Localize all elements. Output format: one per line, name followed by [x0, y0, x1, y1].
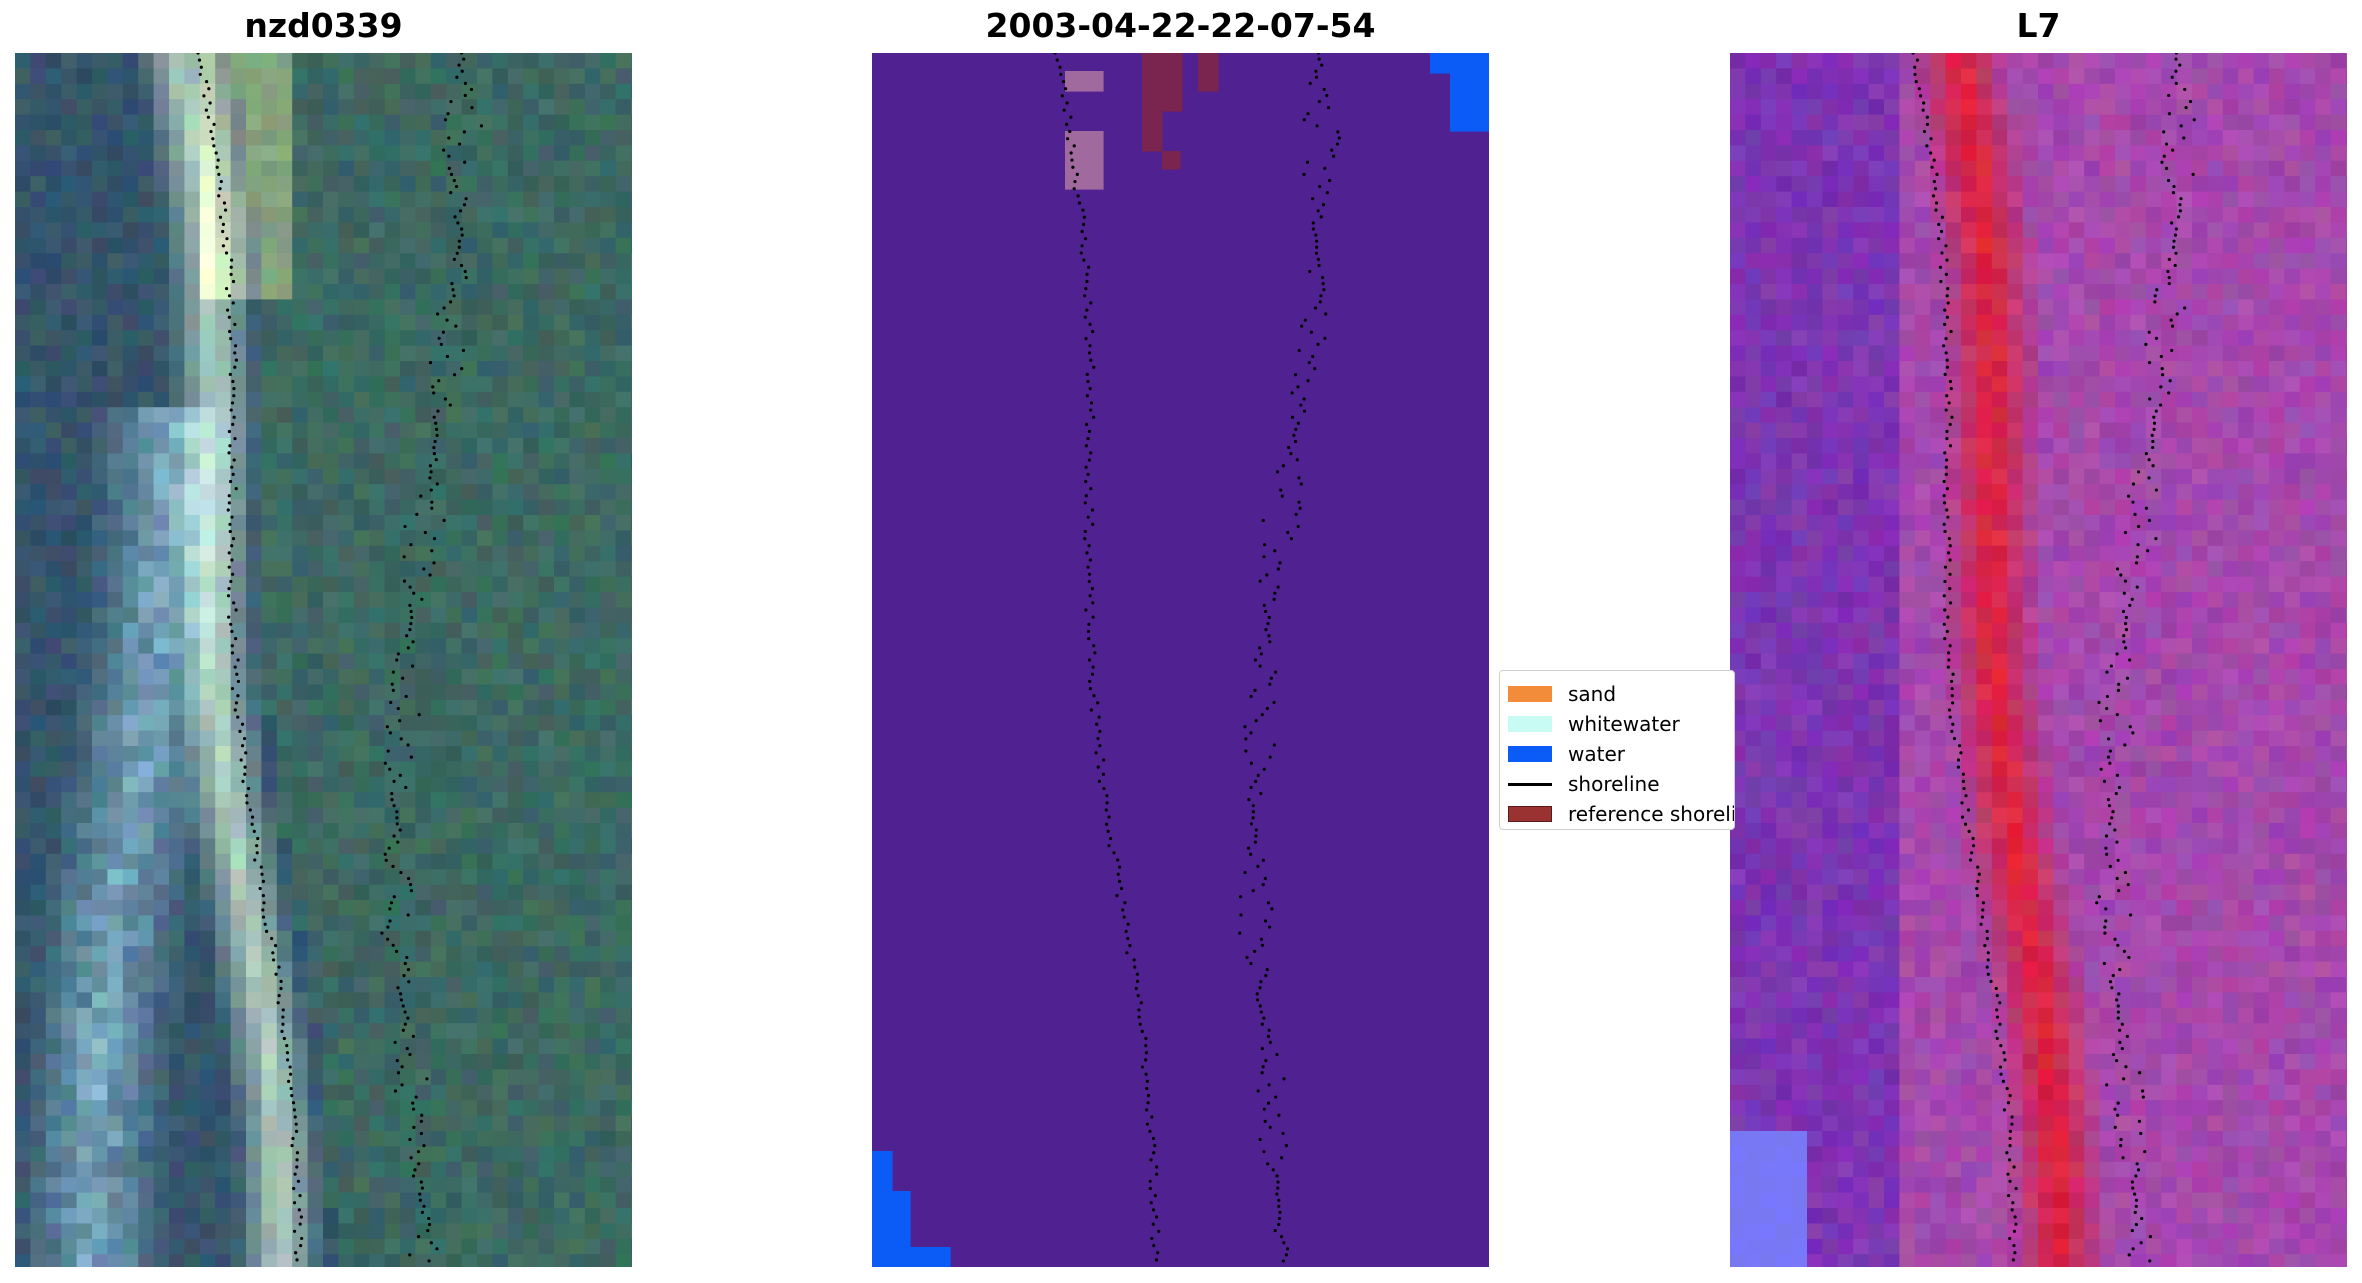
classification-background: [872, 53, 1489, 1267]
rgb-image: [15, 53, 632, 1267]
legend-item-reference-shoreline: reference shoreline: [1508, 799, 1734, 826]
sand-swatch: [1508, 686, 1552, 702]
legend-item-water: water: [1508, 739, 1734, 766]
reference-patch: [1142, 111, 1163, 152]
panel-title-date: 2003-04-22-22-07-54: [985, 6, 1376, 45]
whitewater-patch: [1065, 71, 1104, 92]
index-image-panel: [1730, 53, 2347, 1267]
legend-label: water: [1568, 742, 1625, 766]
legend-label: whitewater: [1568, 712, 1680, 736]
shoreline-points: [1911, 53, 2196, 1263]
legend-label: shoreline: [1568, 772, 1660, 796]
index-image: [1730, 53, 2347, 1267]
reference-patch: [1142, 53, 1183, 112]
shoreline-line-sample: [1508, 783, 1552, 786]
reference-patch: [1198, 53, 1219, 92]
legend-item-sand: sand: [1508, 679, 1734, 706]
legend: sand whitewater water shoreline referenc…: [1499, 670, 1735, 830]
classification-panel: [872, 53, 1489, 1267]
panel-title-rgb: nzd0339: [244, 6, 403, 45]
legend-item-shoreline: shoreline: [1508, 769, 1734, 796]
classification-image: [872, 53, 1489, 1267]
water-region: [1450, 73, 1489, 132]
legend-label: sand: [1568, 682, 1617, 706]
water-swatch: [1508, 746, 1552, 762]
shoreline-points: [196, 53, 484, 1263]
shoreline-points: [1053, 53, 1341, 1263]
legend-item-whitewater: whitewater: [1508, 709, 1734, 736]
water-region: [1430, 53, 1489, 74]
rgb-image-panel: [15, 53, 632, 1267]
panel-title-index: L7: [2016, 6, 2061, 45]
whitewater-swatch: [1508, 716, 1552, 732]
reference-shoreline-swatch: [1508, 806, 1552, 822]
water-region: [872, 1247, 951, 1267]
reference-patch: [1162, 151, 1181, 170]
legend-label: reference shoreline: [1568, 802, 1734, 826]
